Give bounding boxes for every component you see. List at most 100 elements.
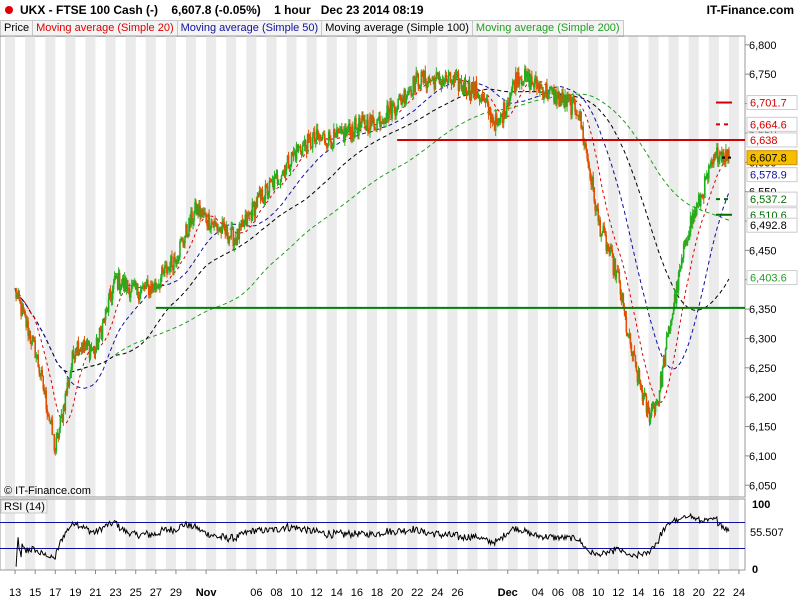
candle-body bbox=[382, 121, 384, 125]
stripe bbox=[246, 499, 257, 570]
candle-body bbox=[583, 141, 585, 146]
candle-body bbox=[713, 154, 715, 165]
stripe bbox=[185, 499, 197, 570]
candle-body bbox=[417, 73, 420, 87]
candle-body bbox=[170, 255, 172, 273]
candle-body bbox=[310, 147, 313, 149]
x-tick-label: Dec bbox=[498, 587, 518, 599]
candle-body bbox=[541, 87, 543, 89]
x-tick-label: Nov bbox=[196, 587, 218, 599]
candle-body bbox=[19, 299, 21, 303]
x-tick-label: 13 bbox=[9, 587, 21, 599]
candle-body bbox=[282, 169, 285, 172]
candle-body bbox=[595, 205, 598, 211]
candle-body bbox=[106, 307, 109, 313]
stripe bbox=[728, 36, 739, 497]
candle-body bbox=[718, 160, 720, 163]
legend-item-ma100[interactable]: Moving average (Simple 100) bbox=[322, 20, 473, 37]
rsi-tick-label: 0 bbox=[752, 564, 758, 576]
candle-body bbox=[188, 217, 190, 237]
stripe bbox=[447, 499, 458, 570]
candle-body bbox=[87, 344, 90, 346]
legend-item-ma20[interactable]: Moving average (Simple 20) bbox=[33, 20, 178, 37]
candle-body bbox=[157, 286, 159, 288]
candle-body bbox=[421, 71, 424, 75]
candle-body bbox=[512, 81, 515, 85]
candle-body bbox=[242, 222, 245, 227]
candle-body bbox=[300, 151, 303, 156]
candle-body bbox=[487, 104, 490, 115]
candle-body bbox=[63, 405, 66, 411]
candle-body bbox=[542, 87, 544, 99]
candle-body bbox=[119, 287, 122, 291]
y-tick-label: 6,350 bbox=[749, 304, 777, 316]
stripe bbox=[688, 36, 699, 497]
candle-body bbox=[260, 189, 263, 199]
candle-body bbox=[651, 405, 654, 408]
stripe bbox=[306, 499, 317, 570]
stripe bbox=[25, 499, 36, 570]
candle-body bbox=[233, 239, 236, 247]
candle-body bbox=[158, 284, 160, 288]
candle-body bbox=[331, 146, 334, 149]
candle-body bbox=[554, 89, 556, 103]
x-tick-label: 18 bbox=[371, 587, 383, 599]
candle-body bbox=[624, 310, 627, 317]
candle-body bbox=[412, 76, 415, 96]
candle-body bbox=[312, 131, 315, 138]
candle-body bbox=[431, 77, 434, 81]
stripe bbox=[5, 499, 16, 570]
x-tick-label: 06 bbox=[552, 587, 564, 599]
candle-body bbox=[172, 265, 174, 271]
candle-body bbox=[258, 190, 261, 197]
x-tick-label: 17 bbox=[49, 587, 61, 599]
brand-label[interactable]: IT-Finance.com bbox=[706, 3, 794, 17]
candle-body bbox=[626, 332, 629, 336]
candle-body bbox=[92, 346, 95, 350]
candle-body bbox=[365, 127, 367, 130]
instrument-bullet-icon bbox=[5, 6, 13, 14]
candle-body bbox=[98, 327, 101, 340]
candle-body bbox=[215, 223, 217, 226]
candles-group bbox=[15, 64, 730, 456]
candle-body bbox=[309, 136, 312, 148]
candle-body bbox=[61, 414, 64, 421]
candle-body bbox=[327, 131, 330, 146]
candle-body bbox=[169, 266, 171, 273]
candle-body bbox=[432, 77, 435, 80]
candle-body bbox=[472, 82, 475, 94]
stripe bbox=[447, 36, 458, 497]
candle-body bbox=[73, 356, 76, 360]
x-tick-label: 04 bbox=[532, 587, 544, 599]
candle-body bbox=[511, 81, 514, 89]
candle-body bbox=[557, 91, 559, 94]
stripe bbox=[407, 36, 418, 497]
candle-body bbox=[592, 177, 594, 188]
candle-body bbox=[617, 271, 620, 273]
candle-body bbox=[668, 326, 671, 331]
candle-body bbox=[419, 85, 422, 89]
candle-body bbox=[445, 75, 448, 82]
candle-body bbox=[633, 351, 636, 356]
candle-body bbox=[160, 277, 162, 288]
candle-body bbox=[389, 101, 391, 111]
candle-body bbox=[439, 80, 442, 84]
stripe bbox=[407, 499, 418, 570]
legend-item-ma200[interactable]: Moving average (Simple 200) bbox=[472, 20, 624, 37]
candle-body bbox=[125, 280, 128, 291]
candle-body bbox=[238, 224, 241, 240]
candle-body bbox=[353, 135, 355, 137]
candle-body bbox=[536, 76, 538, 90]
candle-body bbox=[141, 285, 144, 287]
candle-body bbox=[239, 224, 242, 228]
candle-body bbox=[701, 194, 704, 198]
legend-item-ma50[interactable]: Moving average (Simple 50) bbox=[177, 20, 323, 37]
candle-body bbox=[36, 354, 38, 356]
candle-body bbox=[146, 279, 149, 285]
candle-body bbox=[575, 111, 577, 115]
candle-body bbox=[105, 307, 108, 309]
candle-body bbox=[599, 219, 602, 237]
candle-body bbox=[18, 290, 20, 300]
candle-body bbox=[270, 181, 273, 183]
